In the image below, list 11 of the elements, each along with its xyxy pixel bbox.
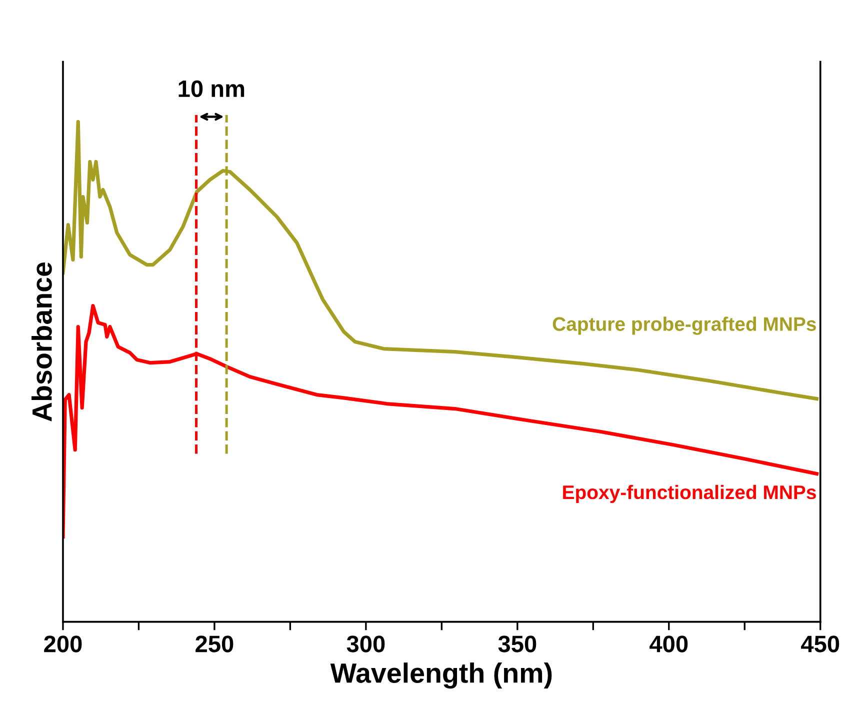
x-axis-title: Wavelength (nm): [330, 662, 552, 689]
x-tick-label: 250: [196, 636, 234, 652]
x-tick-label: 300: [346, 636, 385, 652]
series-label: Epoxy-functionalized MNPs: [563, 484, 816, 504]
x-tick-label: 350: [498, 636, 536, 652]
x-tick-label: 450: [801, 636, 840, 652]
x-tick-label: 400: [650, 636, 688, 652]
series-label: Capture probe-grafted MNPs: [552, 316, 816, 335]
y-axis-title: Absorbance: [32, 262, 52, 422]
x-tick-label: 200: [44, 636, 82, 652]
text: 10 nm: [178, 80, 244, 98]
